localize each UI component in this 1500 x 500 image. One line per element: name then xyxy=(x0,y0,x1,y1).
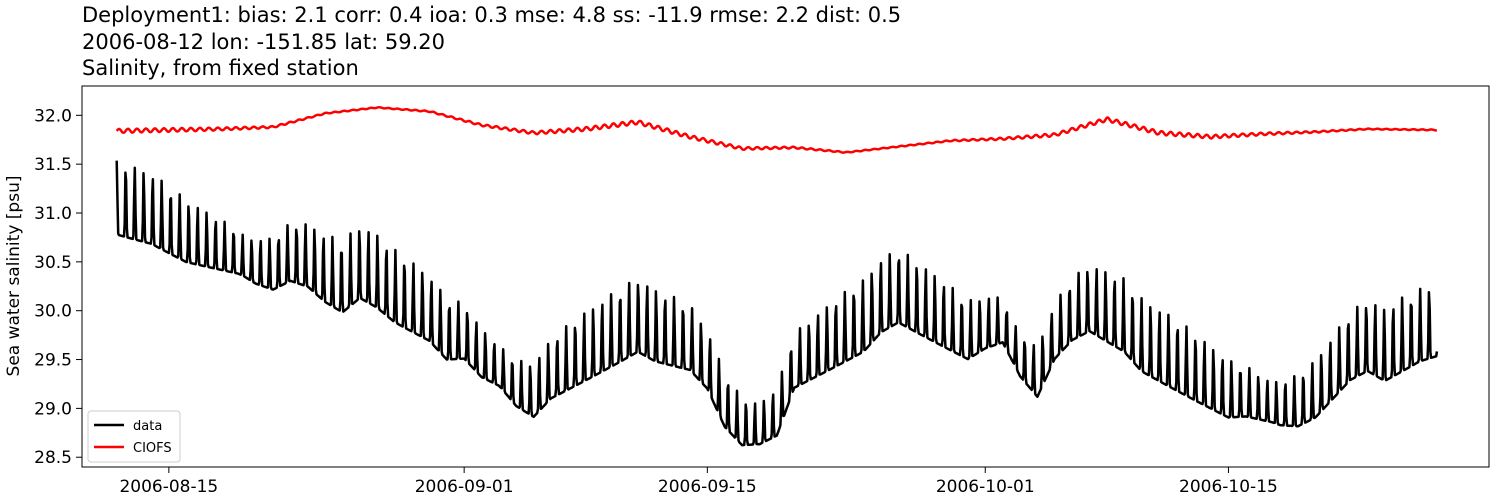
y-tick-label: 28.5 xyxy=(34,448,72,468)
series-lines xyxy=(115,106,1439,447)
legend: data CIOFS xyxy=(87,410,181,463)
series-line-data xyxy=(115,160,1439,447)
y-tick-label: 31.0 xyxy=(34,204,72,224)
plot-area-frame xyxy=(81,85,1490,468)
series-line-ciofs xyxy=(115,106,1438,154)
chart-title-line-3: Salinity, from fixed station xyxy=(82,56,359,80)
y-tick-label: 31.5 xyxy=(34,155,72,175)
x-tick-label: 2006-10-01 xyxy=(936,477,1035,497)
y-tick-label: 32.0 xyxy=(34,106,72,126)
y-tick-label: 30.0 xyxy=(34,302,72,322)
x-tick-label: 2006-09-01 xyxy=(415,477,514,497)
x-tick-label: 2006-08-15 xyxy=(119,477,218,497)
chart-title-line-2: 2006-08-12 lon: -151.85 lat: 59.20 xyxy=(82,30,445,54)
x-tick-label: 2006-09-15 xyxy=(658,477,757,497)
y-axis-label: Sea water salinity [psu] xyxy=(4,176,24,377)
y-axis: 28.5 29.0 29.5 30.0 30.5 31.0 31.5 32.0 xyxy=(34,106,82,468)
chart-title-line-1: Deployment1: bias: 2.1 corr: 0.4 ioa: 0.… xyxy=(82,3,901,27)
x-tick-label: 2006-10-15 xyxy=(1179,477,1278,497)
x-axis: 2006-08-15 2006-09-01 2006-09-15 2006-10-01… xyxy=(119,467,1278,497)
y-tick-label: 29.0 xyxy=(34,399,72,419)
legend-label-data: data xyxy=(133,419,162,434)
y-tick-label: 29.5 xyxy=(34,351,72,371)
legend-label-ciofs: CIOFS xyxy=(133,441,172,456)
y-tick-label: 30.5 xyxy=(34,253,72,273)
